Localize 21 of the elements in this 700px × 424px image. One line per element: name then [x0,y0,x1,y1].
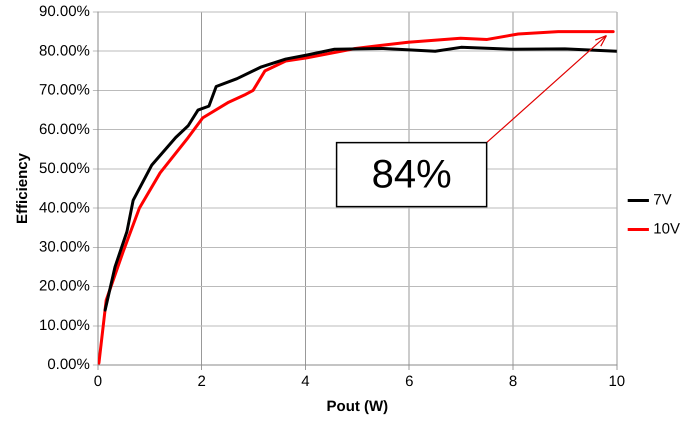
y-tick-label: 60.00% [39,120,90,138]
y-tick-label: 80.00% [39,42,90,60]
y-tick-label: 70.00% [39,82,90,99]
y-tick-label: 50.00% [39,160,90,178]
y-tick-label: 0.00% [47,356,90,374]
x-axis-title: Pout (W) [326,398,388,416]
x-tick-label: 4 [301,373,310,390]
x-tick-label: 6 [405,373,414,390]
y-tick-label: 10.00% [39,316,90,334]
y-tick-label: 40.00% [39,199,90,216]
y-axis-title: Efficiency [14,152,32,224]
y-tick-label: 30.00% [39,238,90,256]
y-tick-label: 20.00% [39,278,90,295]
annotation: 84% [372,152,452,197]
legend-label: 7V [653,192,672,209]
x-tick-label: 2 [197,373,206,390]
y-tick-label: 90.00% [39,3,90,20]
legend-label: 10V [653,220,680,238]
x-tick-label: 10 [608,373,626,390]
x-tick-label: 8 [508,373,518,390]
x-tick-label: 0 [94,373,102,390]
